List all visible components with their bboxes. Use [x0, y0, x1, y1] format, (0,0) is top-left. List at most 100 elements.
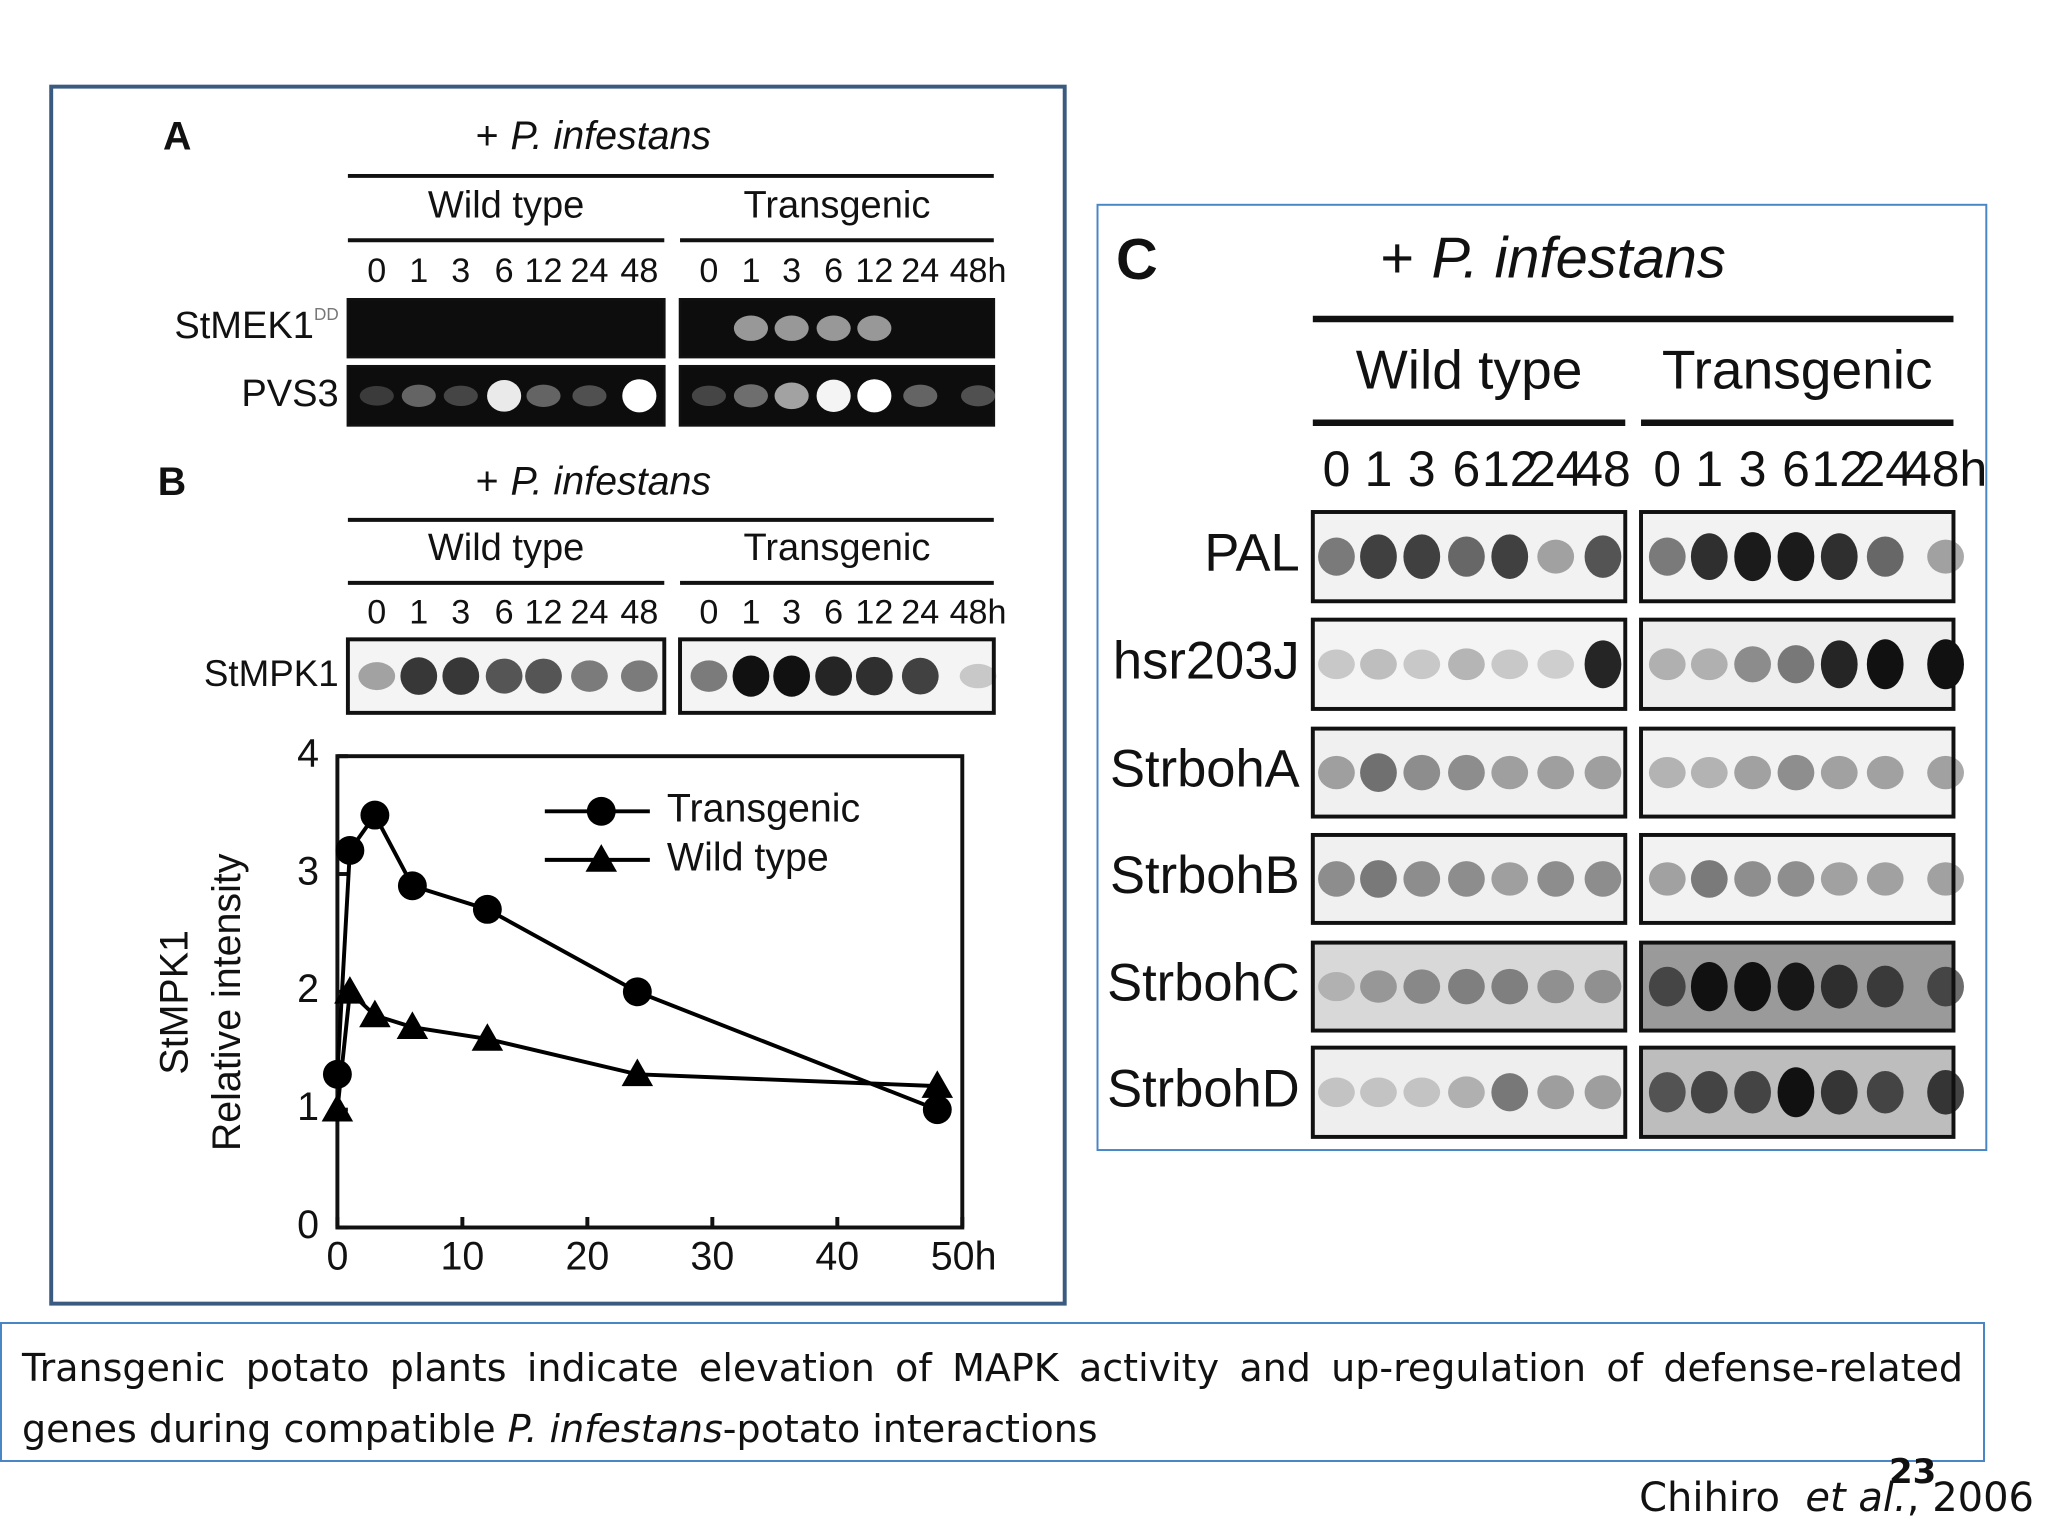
lane-label: 48h	[950, 593, 1007, 631]
band	[1537, 1075, 1575, 1110]
lane-label: 24	[901, 593, 939, 631]
band	[1648, 537, 1686, 576]
band	[773, 655, 811, 697]
row-label: PAL	[1204, 524, 1299, 583]
band	[1403, 754, 1441, 791]
lane-label: 1	[741, 252, 760, 290]
data-point	[921, 1070, 954, 1098]
band	[1777, 861, 1815, 897]
panel-label: A	[163, 115, 191, 159]
legend-marker	[586, 796, 616, 826]
lane-label: 12	[855, 593, 893, 631]
band	[1491, 1073, 1529, 1112]
band	[1820, 640, 1858, 689]
row-name: StrbohB	[1110, 846, 1300, 905]
row-label: StrbohA	[1110, 739, 1300, 798]
panel-heading: + P. infestans	[476, 460, 711, 504]
legend-label: Wild type	[667, 835, 829, 879]
band	[1584, 1075, 1622, 1110]
row-name: PVS3	[241, 373, 338, 415]
panel-ab-frame	[49, 84, 1067, 1306]
band	[1648, 756, 1686, 789]
lane-label: 24	[901, 252, 939, 290]
band	[1537, 969, 1575, 1004]
lane-label: 1	[741, 593, 760, 631]
series-line	[335, 987, 938, 1110]
group-label: Transgenic	[1662, 339, 1933, 401]
data-point	[335, 836, 365, 865]
y-tick-label: 3	[297, 849, 319, 893]
data-point	[922, 1095, 952, 1125]
lane-label: 0	[367, 252, 386, 290]
citation-etal: et al.	[1805, 1475, 1907, 1521]
caption-text: -potato interactions	[722, 1407, 1098, 1451]
heading-sign: +	[476, 115, 499, 159]
lane-label: 3	[782, 252, 801, 290]
band	[1734, 646, 1771, 683]
band	[1690, 648, 1728, 681]
band	[442, 657, 480, 695]
group-label: Wild type	[428, 527, 585, 569]
lane-label: 48	[620, 593, 658, 631]
lane-label: 3	[1408, 441, 1436, 497]
band	[1584, 640, 1622, 689]
y-tick-label: 1	[297, 1085, 319, 1129]
group-label: Wild type	[1356, 339, 1583, 401]
band	[1866, 965, 1904, 1008]
lane-label: 12	[855, 252, 893, 290]
lane-label: 48	[620, 252, 658, 290]
band	[1820, 533, 1858, 581]
band	[1648, 1072, 1686, 1113]
x-tick-label: 10	[440, 1234, 484, 1278]
band	[774, 315, 809, 341]
row-label: StrbohD	[1107, 1059, 1300, 1118]
band	[1360, 534, 1397, 579]
band	[1318, 755, 1355, 790]
band	[815, 656, 853, 696]
band	[1820, 755, 1858, 790]
band	[1927, 639, 1964, 690]
band	[1734, 532, 1771, 582]
band	[1318, 1077, 1355, 1108]
data-point	[359, 999, 391, 1028]
band	[487, 379, 522, 412]
lane-label: 12	[1812, 441, 1867, 497]
band	[959, 663, 997, 689]
row-name: StrbohA	[1110, 739, 1300, 798]
band	[1927, 1069, 1964, 1115]
band	[485, 658, 523, 694]
band	[1448, 1076, 1485, 1109]
band	[1820, 964, 1858, 1009]
band	[1777, 754, 1815, 791]
row-label: StMPK1	[204, 653, 339, 694]
citation: Chihiro et al., 2006	[1639, 1475, 2034, 1521]
lane-label: 6	[495, 252, 514, 290]
row-superscript: DD	[314, 303, 339, 323]
band	[1927, 966, 1964, 1007]
band	[1777, 645, 1815, 684]
row-label: hsr203J	[1113, 631, 1300, 690]
band	[1584, 535, 1622, 578]
lane-label: 0	[699, 593, 718, 631]
band	[1777, 532, 1815, 582]
band	[1690, 1071, 1728, 1114]
band	[1927, 539, 1964, 574]
row-label: StrbohB	[1110, 846, 1300, 905]
band	[1734, 861, 1771, 897]
band	[1403, 534, 1441, 579]
y-axis-label: StMPK1	[153, 930, 197, 1074]
row-name: StMPK1	[204, 653, 339, 694]
band	[732, 655, 770, 697]
panel-label: C	[1116, 228, 1158, 292]
band	[1360, 970, 1397, 1003]
caption-text: Transgenic potato plants indicate elevat…	[22, 1346, 1963, 1451]
lane-label: 12	[1482, 441, 1537, 497]
row-name: StMEK1	[174, 305, 314, 347]
legend-marker	[585, 844, 618, 872]
band	[526, 384, 561, 408]
panel-heading: + P. infestans	[1380, 227, 1725, 291]
data-point	[397, 871, 427, 901]
x-tick-label: 50h	[931, 1234, 997, 1278]
band	[1734, 755, 1771, 790]
